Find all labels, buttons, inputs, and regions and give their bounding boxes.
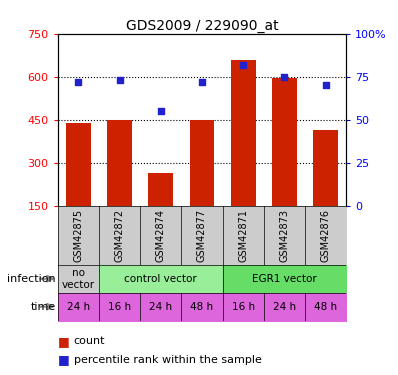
Text: time: time xyxy=(31,302,56,312)
Text: GSM42874: GSM42874 xyxy=(156,209,166,262)
Text: 48 h: 48 h xyxy=(314,302,337,312)
Text: EGR1 vector: EGR1 vector xyxy=(252,274,317,284)
Text: 48 h: 48 h xyxy=(190,302,214,312)
Text: 24 h: 24 h xyxy=(273,302,296,312)
Bar xyxy=(189,120,215,206)
Text: 24 h: 24 h xyxy=(67,302,90,312)
Point xyxy=(240,62,246,68)
Text: GSM42871: GSM42871 xyxy=(238,209,248,262)
Bar xyxy=(313,130,338,206)
Text: 16 h: 16 h xyxy=(108,302,131,312)
Text: control vector: control vector xyxy=(125,274,197,284)
Point xyxy=(75,79,82,85)
Point xyxy=(116,77,123,83)
Text: GSM42875: GSM42875 xyxy=(73,209,83,262)
Point xyxy=(158,108,164,114)
Bar xyxy=(272,78,297,206)
Text: GSM42872: GSM42872 xyxy=(115,209,125,262)
Text: count: count xyxy=(74,336,105,346)
Text: infection: infection xyxy=(7,274,56,284)
Text: ■: ■ xyxy=(58,354,70,366)
Text: no
vector: no vector xyxy=(62,268,95,290)
Bar xyxy=(107,120,132,206)
Bar xyxy=(66,123,91,206)
Title: GDS2009 / 229090_at: GDS2009 / 229090_at xyxy=(126,19,278,33)
Text: GSM42876: GSM42876 xyxy=(321,209,331,262)
Point xyxy=(199,79,205,85)
Bar xyxy=(231,60,256,206)
Point xyxy=(281,74,288,80)
Text: GSM42877: GSM42877 xyxy=(197,209,207,262)
Bar xyxy=(148,173,173,206)
Point xyxy=(322,82,329,88)
Text: ■: ■ xyxy=(58,335,70,348)
Text: percentile rank within the sample: percentile rank within the sample xyxy=(74,355,261,365)
Text: 16 h: 16 h xyxy=(232,302,255,312)
Text: GSM42873: GSM42873 xyxy=(279,209,289,262)
Text: 24 h: 24 h xyxy=(149,302,172,312)
